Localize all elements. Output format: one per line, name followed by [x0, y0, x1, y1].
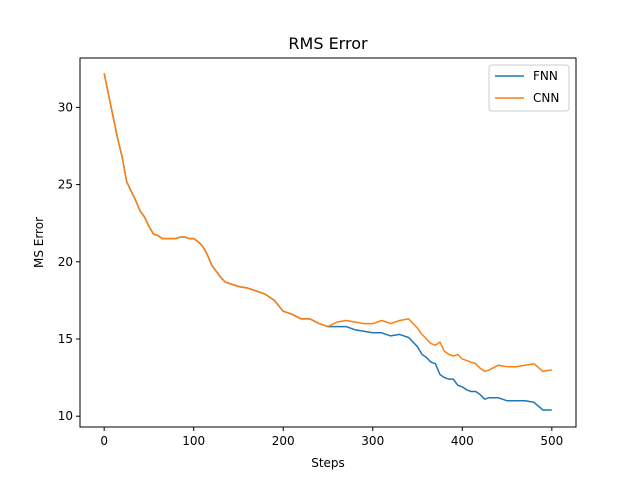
x-tick-label: 400	[451, 434, 474, 448]
plot-frame	[79, 57, 577, 428]
axis-ticks: 0 100 200 300 400 500 10 15 20 25 30	[58, 100, 564, 448]
legend-label-cnn: CNN	[533, 91, 559, 105]
x-tick-label: 500	[540, 434, 563, 448]
series-line-cnn	[103, 73, 552, 373]
x-axis-label: Steps	[311, 456, 345, 470]
x-tick-label: 200	[272, 434, 295, 448]
y-axis-label: MS Error	[32, 217, 46, 268]
y-tick-label: 25	[58, 178, 73, 192]
x-tick-label: 100	[182, 434, 205, 448]
legend: FNN CNN	[488, 64, 570, 112]
y-tick-label: 20	[58, 255, 73, 269]
x-tick-label: 300	[361, 434, 384, 448]
y-tick-label: 15	[58, 332, 73, 346]
y-tick-label: 10	[58, 409, 73, 423]
plot-area	[103, 73, 552, 411]
y-tick-label: 30	[58, 100, 73, 114]
x-tick-label: 0	[100, 434, 108, 448]
legend-label-fnn: FNN	[533, 69, 558, 83]
chart-title: RMS Error	[288, 34, 368, 53]
